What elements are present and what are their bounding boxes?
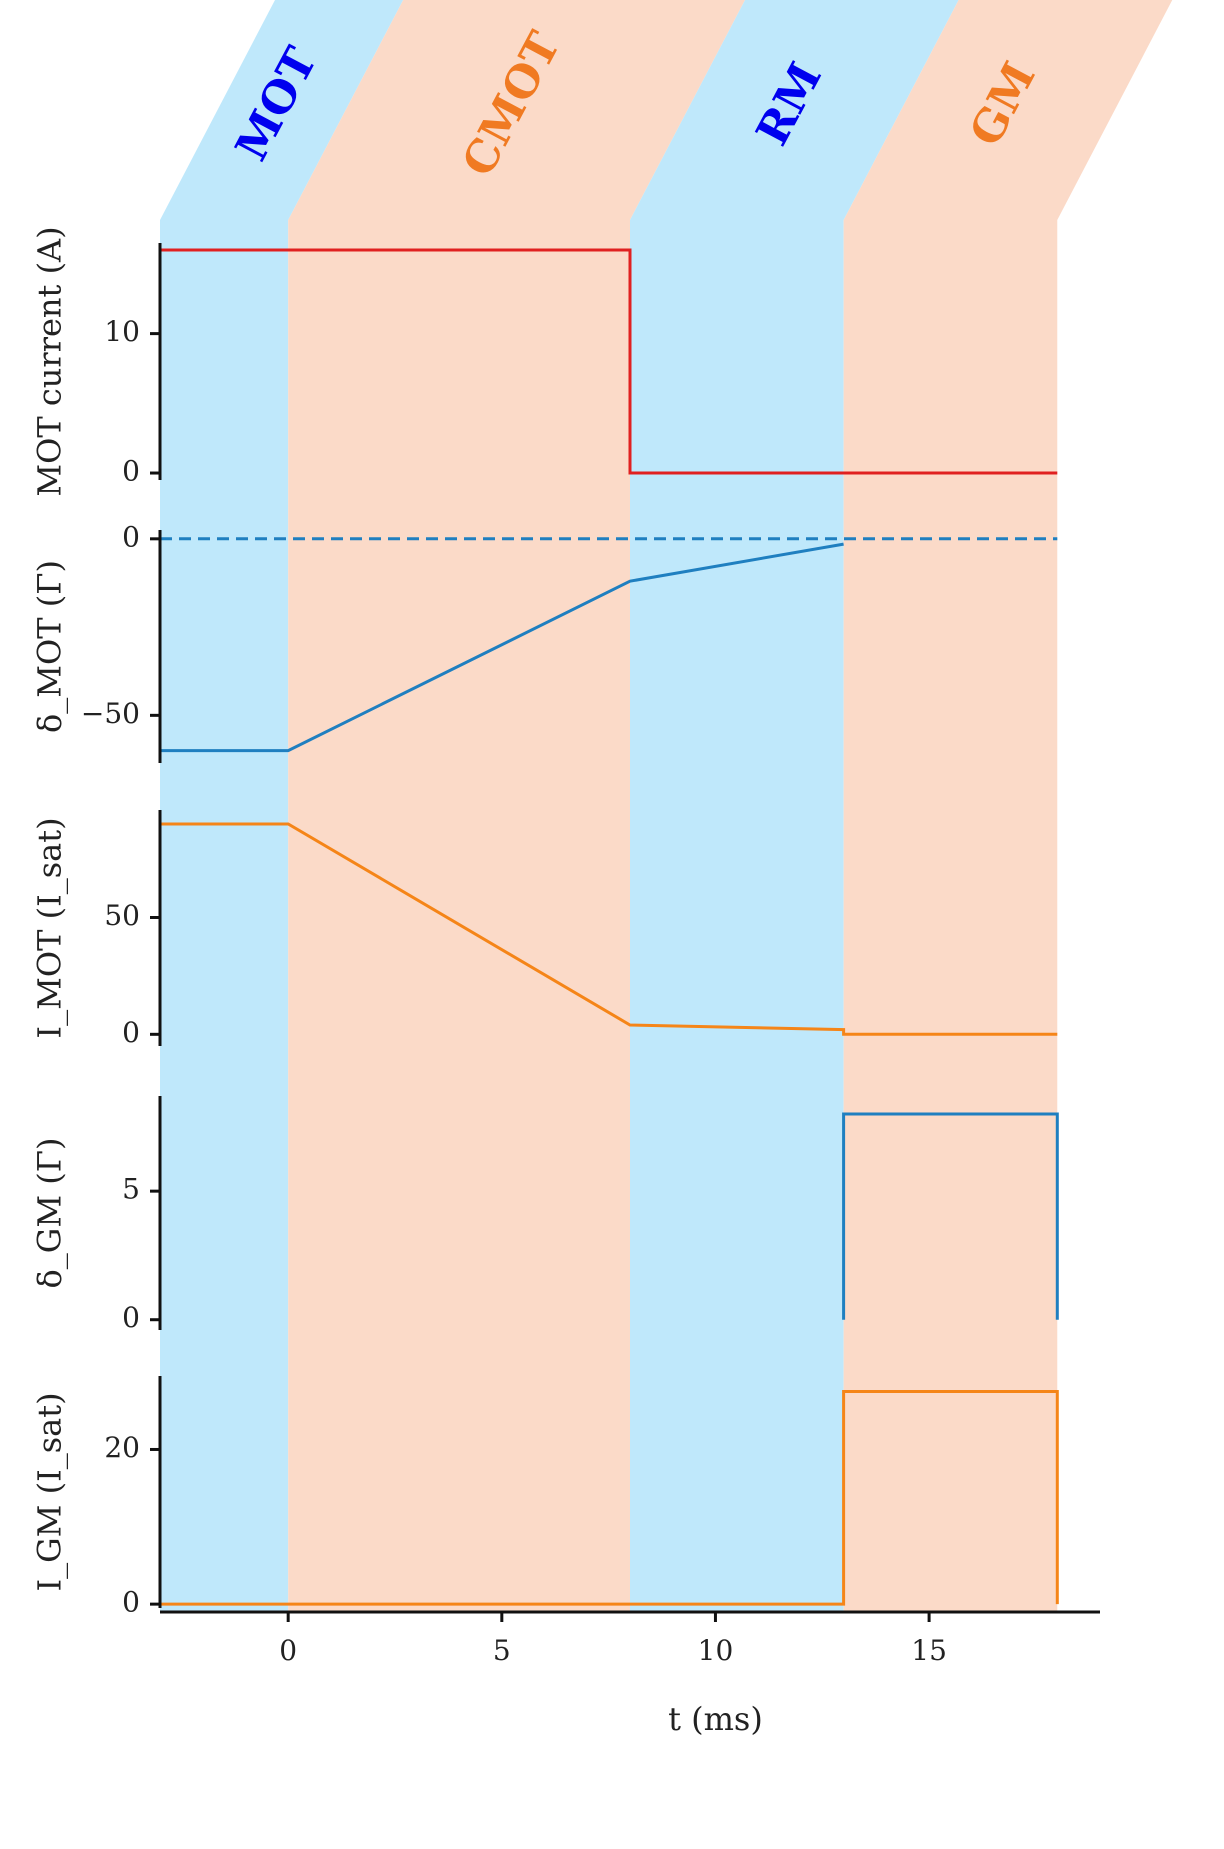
panel-2-series-1 (160, 542, 844, 753)
panel-2-y-tick-label: 0 (122, 520, 140, 553)
panel-5-y-tick-label: 20 (104, 1431, 140, 1464)
panel-4-y-label: δ_GM (Γ) (31, 1138, 69, 1289)
panel-4-y-tick-label: 5 (122, 1173, 140, 1206)
x-tick-label: 0 (279, 1634, 297, 1667)
phase-band-gm (843, 0, 1173, 1612)
panel-3-y-tick-label: 50 (104, 899, 140, 932)
panel-3-y-tick-label: 0 (122, 1016, 140, 1049)
panel-3: 0 50 I_MOT (I_sat) (31, 810, 1058, 1049)
panel-4-series-1 (842, 1112, 1059, 1320)
panel-1-series-1 (160, 248, 1058, 475)
x-tick-label: 15 (911, 1634, 947, 1667)
phase-bands (160, 0, 1173, 1612)
phase-band-cmot (288, 0, 745, 1612)
panel-5-series-1 (160, 1390, 1059, 1606)
panel-1-y-tick-label: 0 (122, 455, 140, 488)
panel-1: 0 10 MOT current (A) (31, 226, 1058, 497)
panel-4: 0 5 δ_GM (Γ) (31, 1096, 1059, 1334)
panel-1-y-tick-label: 10 (104, 315, 140, 348)
panel-2: 0 −50 δ_MOT (Γ) (31, 520, 1058, 763)
x-tick-label: 5 (493, 1634, 511, 1667)
panel-2-y-label: δ_MOT (Γ) (31, 560, 69, 733)
panel-2-y-tick-label: −50 (81, 697, 140, 730)
panel-3-y-label: I_MOT (I_sat) (31, 817, 69, 1038)
x-axis-label: t (ms) (668, 1700, 763, 1738)
panel-3-series-1 (160, 822, 1058, 1036)
phase-band-rm (630, 0, 959, 1612)
panel-1-y-label: MOT current (A) (31, 226, 69, 496)
phase-band-mot (160, 0, 404, 1612)
x-tick-label: 10 (698, 1634, 734, 1667)
panel-5-y-label: I_GM (I_sat) (31, 1392, 69, 1591)
panel-4-y-tick-label: 0 (122, 1301, 140, 1334)
panel-5-y-tick-label: 0 (122, 1586, 140, 1619)
x-axis: 0 5 10 15 (160, 1610, 1100, 1667)
panel-5: 0 20 I_GM (I_sat) (31, 1376, 1059, 1619)
